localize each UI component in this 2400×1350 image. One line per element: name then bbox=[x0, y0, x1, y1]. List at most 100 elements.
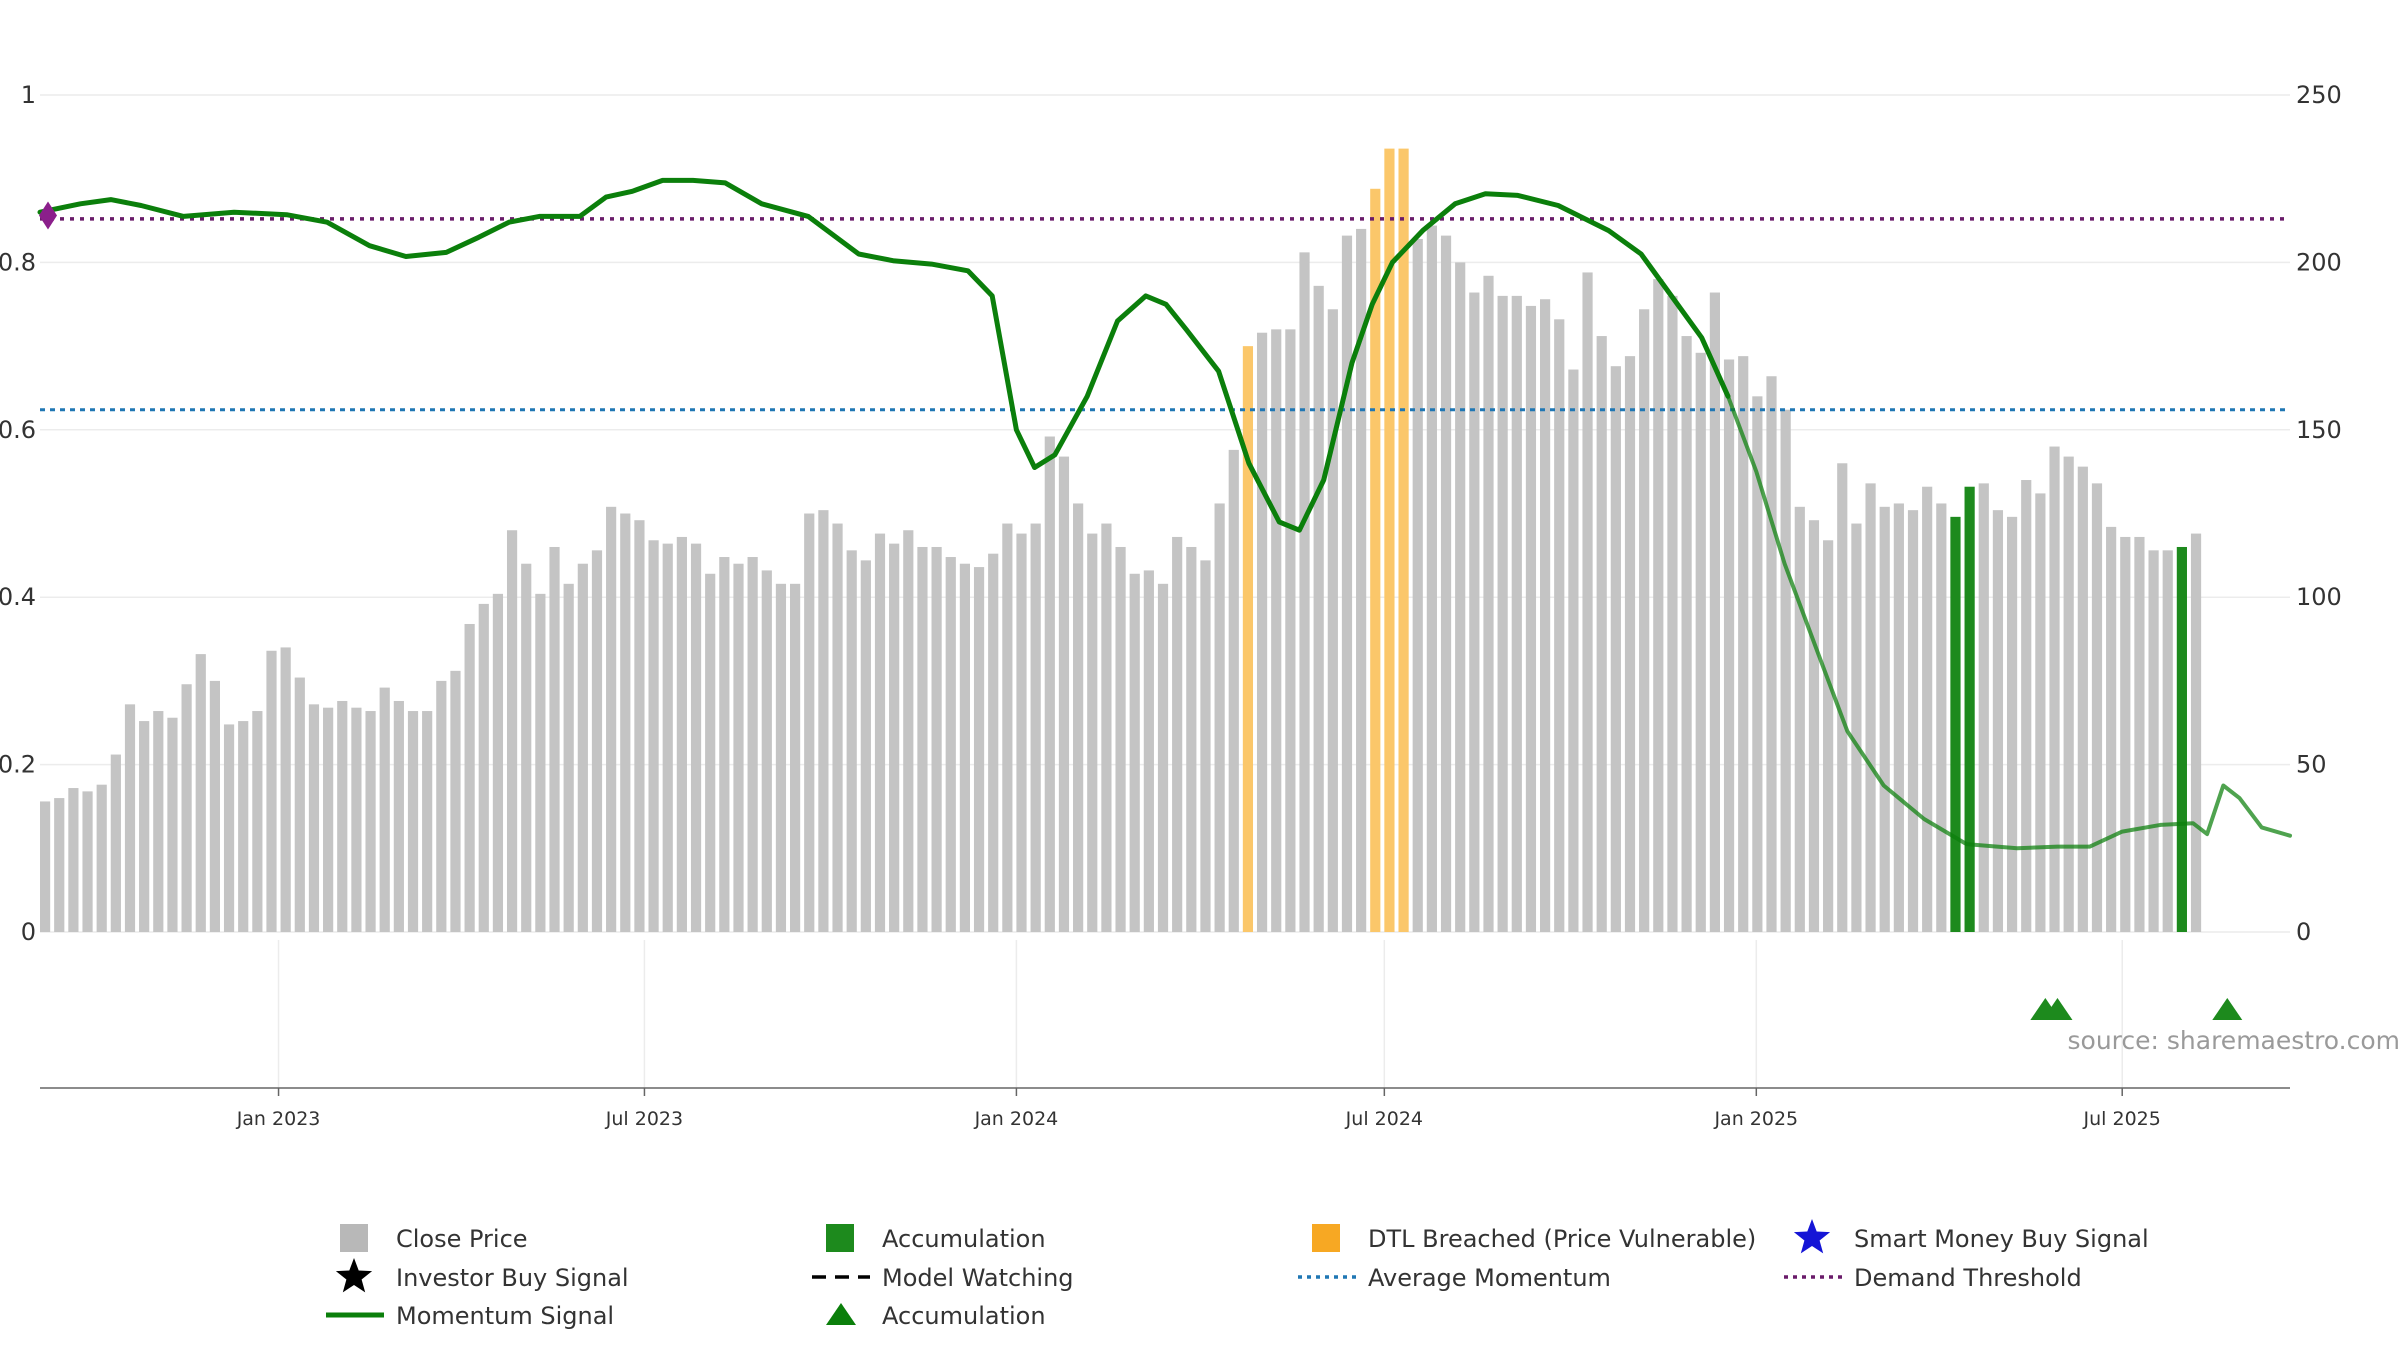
close-price-bar bbox=[1285, 329, 1296, 932]
close-price-bar bbox=[521, 563, 532, 932]
legend-item: Investor Buy Signal bbox=[335, 1258, 629, 1293]
left-tick-label: 0 bbox=[21, 918, 36, 946]
left-tick-label: 0.6 bbox=[0, 416, 36, 444]
close-price-bar bbox=[1511, 295, 1522, 932]
close-price-bar bbox=[110, 754, 121, 932]
close-price-bar bbox=[2120, 536, 2131, 932]
close-price-bar bbox=[195, 654, 206, 932]
close-price-bar bbox=[1044, 436, 1055, 932]
close-price-bar bbox=[1794, 506, 1805, 932]
close-price-bar bbox=[662, 543, 673, 932]
close-price-bar bbox=[535, 593, 546, 932]
legend-item: Smart Money Buy Signal bbox=[1793, 1219, 2149, 1254]
right-tick-label: 100 bbox=[2296, 583, 2342, 611]
legend-label: Accumulation bbox=[882, 1302, 1046, 1330]
legend-item: Average Momentum bbox=[1298, 1264, 1611, 1292]
close-price-bar bbox=[1624, 356, 1636, 932]
legend-symbol-square bbox=[1312, 1224, 1340, 1252]
close-price-bar bbox=[1327, 309, 1338, 933]
accumulation-triangle bbox=[2042, 998, 2073, 1020]
close-price-bar bbox=[54, 798, 65, 932]
close-price-bar bbox=[577, 563, 588, 932]
close-price-bar bbox=[620, 513, 631, 932]
close-price-bar bbox=[1681, 336, 1692, 932]
close-price-bar bbox=[1002, 523, 1013, 932]
close-price-bar bbox=[181, 684, 192, 932]
close-price-bar bbox=[690, 543, 702, 932]
close-price-bar bbox=[860, 560, 871, 932]
legend-symbol-square bbox=[340, 1224, 368, 1252]
close-price-bar bbox=[549, 546, 560, 932]
close-price-bar bbox=[1752, 396, 1763, 932]
close-price-bar bbox=[591, 550, 603, 932]
close-price-bar bbox=[818, 510, 829, 932]
legend-item: Close Price bbox=[340, 1224, 528, 1253]
close-price-bar bbox=[2106, 526, 2117, 932]
legend-label: Close Price bbox=[396, 1225, 528, 1253]
close-price-bar bbox=[1058, 456, 1070, 932]
legend-label: Average Momentum bbox=[1368, 1264, 1611, 1292]
close-price-bar bbox=[1582, 272, 1593, 933]
close-price-bar bbox=[1540, 299, 1551, 932]
dtl-breached-bar bbox=[1370, 188, 1381, 933]
close-price-bar bbox=[2162, 550, 2173, 932]
close-price-bar bbox=[648, 540, 659, 932]
close-price-bar bbox=[1610, 366, 1621, 932]
close-price-bar bbox=[82, 791, 93, 932]
close-price-bar bbox=[1426, 225, 1437, 932]
close-price-bar bbox=[804, 513, 815, 932]
momentum-lines bbox=[37, 177, 2292, 851]
dtl-breached-bar bbox=[1384, 148, 1395, 932]
close-price-bar bbox=[2049, 446, 2060, 932]
close-price-bar bbox=[1440, 235, 1452, 933]
source-label: source: sharemaestro.com bbox=[2068, 1026, 2400, 1055]
close-price-bar bbox=[1936, 503, 1947, 932]
close-price-bar bbox=[478, 603, 489, 932]
close-price-bar bbox=[1115, 546, 1126, 932]
close-price-bar bbox=[1780, 409, 1791, 932]
close-price-bar bbox=[775, 583, 787, 932]
close-price-bar bbox=[436, 680, 447, 932]
close-price-bar bbox=[2134, 536, 2145, 932]
close-price-bar bbox=[846, 550, 857, 932]
close-price-bar bbox=[917, 546, 928, 932]
close-price-bar bbox=[124, 704, 136, 932]
close-price-bar bbox=[238, 721, 249, 932]
close-price-bar bbox=[1837, 463, 1848, 932]
close-price-bar bbox=[1709, 292, 1720, 933]
close-price-bar bbox=[2077, 466, 2088, 932]
close-price-bar bbox=[1653, 279, 1664, 932]
legend: Close Price Accumulation DTL Breached (Pri… bbox=[326, 1219, 2149, 1330]
close-price-bar bbox=[252, 711, 263, 932]
demand-threshold-diamond bbox=[39, 201, 57, 230]
close-price-bar bbox=[2148, 550, 2159, 932]
close-price-bar bbox=[1893, 503, 1904, 932]
close-price-bar bbox=[365, 711, 376, 932]
close-price-bar bbox=[68, 788, 79, 932]
close-price-bar bbox=[2006, 516, 2018, 932]
close-price-bar bbox=[1469, 292, 1480, 933]
close-price-bar bbox=[1455, 262, 1466, 932]
close-price-bar bbox=[308, 704, 320, 932]
close-price-bar bbox=[1823, 540, 1834, 932]
close-price-bar bbox=[634, 520, 645, 932]
legend-symbol-star bbox=[335, 1258, 373, 1293]
accumulation-bar bbox=[2176, 546, 2187, 932]
close-price-bar bbox=[450, 670, 461, 932]
close-price-bar bbox=[1639, 309, 1650, 933]
close-price-bar bbox=[393, 700, 404, 932]
legend-label: Accumulation bbox=[882, 1225, 1046, 1253]
close-price-bar bbox=[1271, 329, 1282, 932]
legend-item: DTL Breached (Price Vulnerable) bbox=[1312, 1224, 1756, 1253]
close-price-bar bbox=[1554, 319, 1565, 932]
close-price-bar bbox=[1865, 483, 1876, 932]
close-price-bar bbox=[1087, 533, 1098, 932]
close-price-bar bbox=[1256, 332, 1268, 932]
close-price-bar bbox=[1907, 510, 1919, 932]
close-price-bar bbox=[1978, 483, 1989, 932]
close-price-bar bbox=[1299, 252, 1310, 932]
legend-label: Smart Money Buy Signal bbox=[1854, 1225, 2149, 1253]
legend-item: Demand Threshold bbox=[1784, 1264, 2082, 1292]
close-price-bar bbox=[1992, 510, 2004, 932]
close-price-bar bbox=[1157, 583, 1169, 932]
